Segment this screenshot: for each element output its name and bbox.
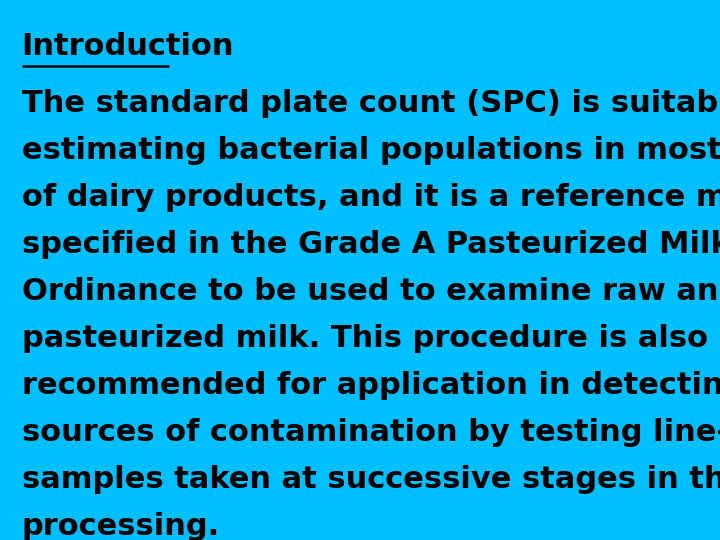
Text: The standard plate count (SPC) is suitable for: The standard plate count (SPC) is suitab…: [22, 89, 720, 118]
Text: specified in the Grade A Pasteurized Milk: specified in the Grade A Pasteurized Mil…: [22, 230, 720, 259]
Text: recommended for application in detecting: recommended for application in detecting: [22, 371, 720, 400]
Text: sources of contamination by testing line-: sources of contamination by testing line…: [22, 418, 720, 447]
Text: Introduction: Introduction: [22, 32, 234, 62]
Text: pasteurized milk. This procedure is also: pasteurized milk. This procedure is also: [22, 324, 708, 353]
Text: processing.: processing.: [22, 512, 220, 540]
Text: estimating bacterial populations in most types: estimating bacterial populations in most…: [22, 136, 720, 165]
Text: samples taken at successive stages in the: samples taken at successive stages in th…: [22, 465, 720, 494]
Text: of dairy products, and it is a reference method: of dairy products, and it is a reference…: [22, 183, 720, 212]
Text: Ordinance to be used to examine raw and: Ordinance to be used to examine raw and: [22, 277, 720, 306]
